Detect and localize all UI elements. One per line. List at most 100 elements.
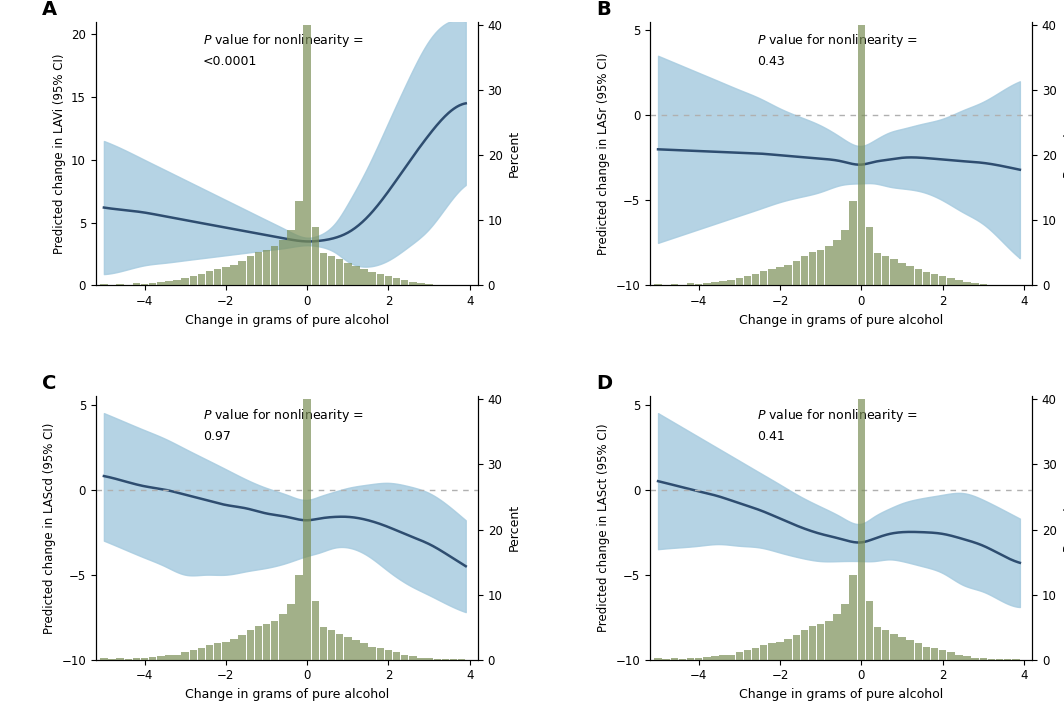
Bar [205,645,214,660]
Bar [784,639,792,660]
Bar [784,265,792,286]
Bar [842,230,849,286]
Bar [263,249,270,286]
Y-axis label: Predicted change in LAScd (95% CI): Predicted change in LAScd (95% CI) [43,422,55,634]
Text: $\it{P}$ value for nonlinearity =
0.97: $\it{P}$ value for nonlinearity = 0.97 [203,407,364,443]
Bar [874,627,881,660]
Bar [735,278,743,286]
Bar [247,256,254,286]
Bar [328,256,335,286]
Bar [410,282,417,286]
Bar [312,601,319,660]
Bar [426,284,433,286]
Bar [222,267,230,286]
Text: C: C [43,375,56,394]
Bar [907,266,914,286]
Bar [719,655,727,660]
Bar [247,631,254,660]
Bar [752,273,760,286]
Bar [817,624,825,660]
Bar [254,626,262,660]
Bar [173,280,181,286]
Bar [100,658,107,660]
Bar [426,658,433,660]
Bar [719,281,727,286]
Y-axis label: Percent: Percent [1062,505,1064,552]
Bar [793,261,800,286]
Bar [352,266,360,286]
Text: $\it{P}$ value for nonlinearity =
0.43: $\it{P}$ value for nonlinearity = 0.43 [757,33,917,68]
X-axis label: Change in grams of pure alcohol: Change in grams of pure alcohol [738,314,943,327]
Bar [891,634,898,660]
Bar [833,240,841,286]
Y-axis label: Predicted change in LAVi (95% CI): Predicted change in LAVi (95% CI) [52,54,66,254]
Y-axis label: Percent: Percent [509,505,521,552]
Bar [922,647,930,660]
Bar [410,657,417,660]
Bar [352,640,360,660]
Bar [385,276,393,286]
Y-axis label: Percent: Percent [1062,130,1064,177]
Bar [744,276,751,286]
Bar [157,657,165,660]
Bar [319,253,327,286]
Bar [100,284,107,286]
X-axis label: Change in grams of pure alcohol: Change in grams of pure alcohol [738,688,943,701]
Bar [858,399,865,660]
Bar [214,269,221,286]
Bar [165,655,172,660]
Bar [157,282,165,286]
Bar [670,284,678,286]
Y-axis label: Predicted change in LASr (95% CI): Predicted change in LASr (95% CI) [597,52,610,254]
Text: D: D [597,375,613,394]
Bar [319,627,327,660]
Bar [287,230,295,286]
Y-axis label: Predicted change in LASct (95% CI): Predicted change in LASct (95% CI) [597,423,610,632]
Bar [393,278,400,286]
Bar [336,260,344,286]
Bar [695,284,702,286]
Bar [866,601,874,660]
Bar [189,650,197,660]
Text: B: B [597,0,611,19]
Bar [735,652,743,660]
Bar [801,631,809,660]
Bar [947,278,954,286]
Bar [140,284,148,286]
Bar [303,399,311,660]
Bar [116,284,123,286]
Bar [711,282,718,286]
Text: A: A [43,0,57,19]
Bar [368,647,376,660]
Bar [254,252,262,286]
Bar [687,283,695,286]
Bar [938,650,946,660]
Bar [752,648,760,660]
Bar [133,283,140,286]
Bar [874,253,881,286]
Bar [695,658,702,660]
Bar [728,655,735,660]
Bar [214,644,221,660]
Bar [377,273,384,286]
Bar [238,635,246,660]
Bar [393,652,400,660]
Bar [173,655,181,660]
Bar [955,280,963,286]
Bar [971,283,979,286]
Bar [849,201,857,286]
Bar [263,624,270,660]
Bar [914,269,922,286]
Bar [368,273,376,286]
Bar [279,240,286,286]
Bar [385,650,393,660]
Bar [849,575,857,660]
Bar [287,605,295,660]
Bar [971,658,979,660]
Bar [401,280,409,286]
Bar [922,273,930,286]
Bar [361,269,368,286]
Bar [858,25,865,286]
Bar [833,614,841,660]
Bar [377,648,384,660]
